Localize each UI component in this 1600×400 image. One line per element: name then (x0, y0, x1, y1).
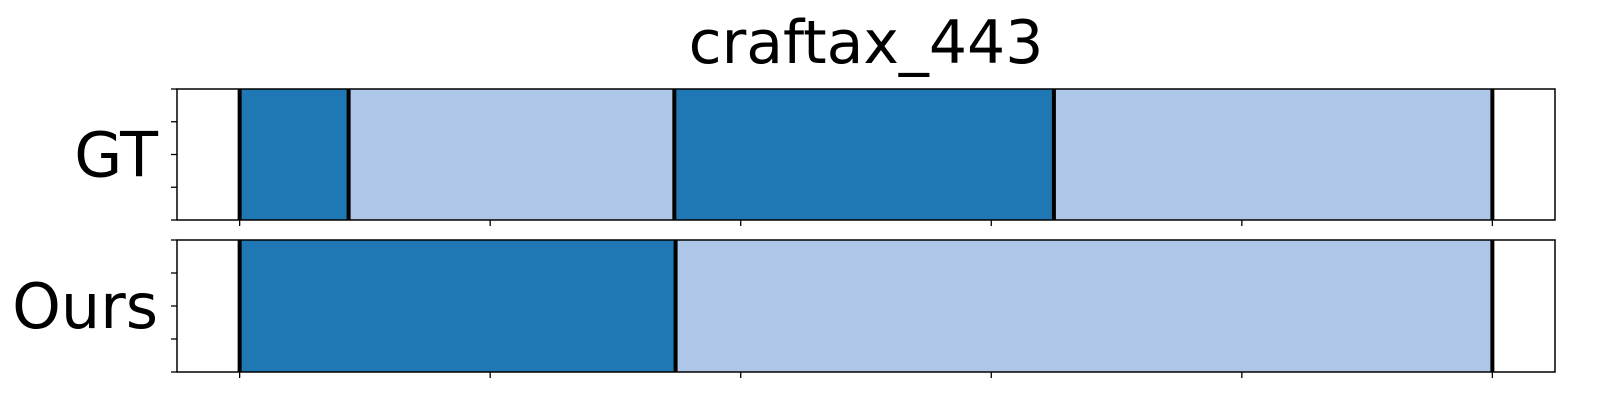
chart-title: craftax_443 (689, 8, 1044, 78)
row-label-ours: Ours (12, 270, 158, 343)
row-gt: GT (74, 88, 1556, 226)
segment-bar (1053, 89, 1493, 220)
segment-bar (674, 89, 1054, 220)
segment-bar (675, 240, 1493, 372)
timeline-rows: GT Ours (12, 88, 1556, 378)
segment-bar (239, 89, 349, 220)
row-label-gt: GT (74, 119, 159, 192)
row-ours: Ours (12, 239, 1556, 378)
segment-bar (348, 89, 675, 220)
segment-bar (239, 240, 676, 372)
